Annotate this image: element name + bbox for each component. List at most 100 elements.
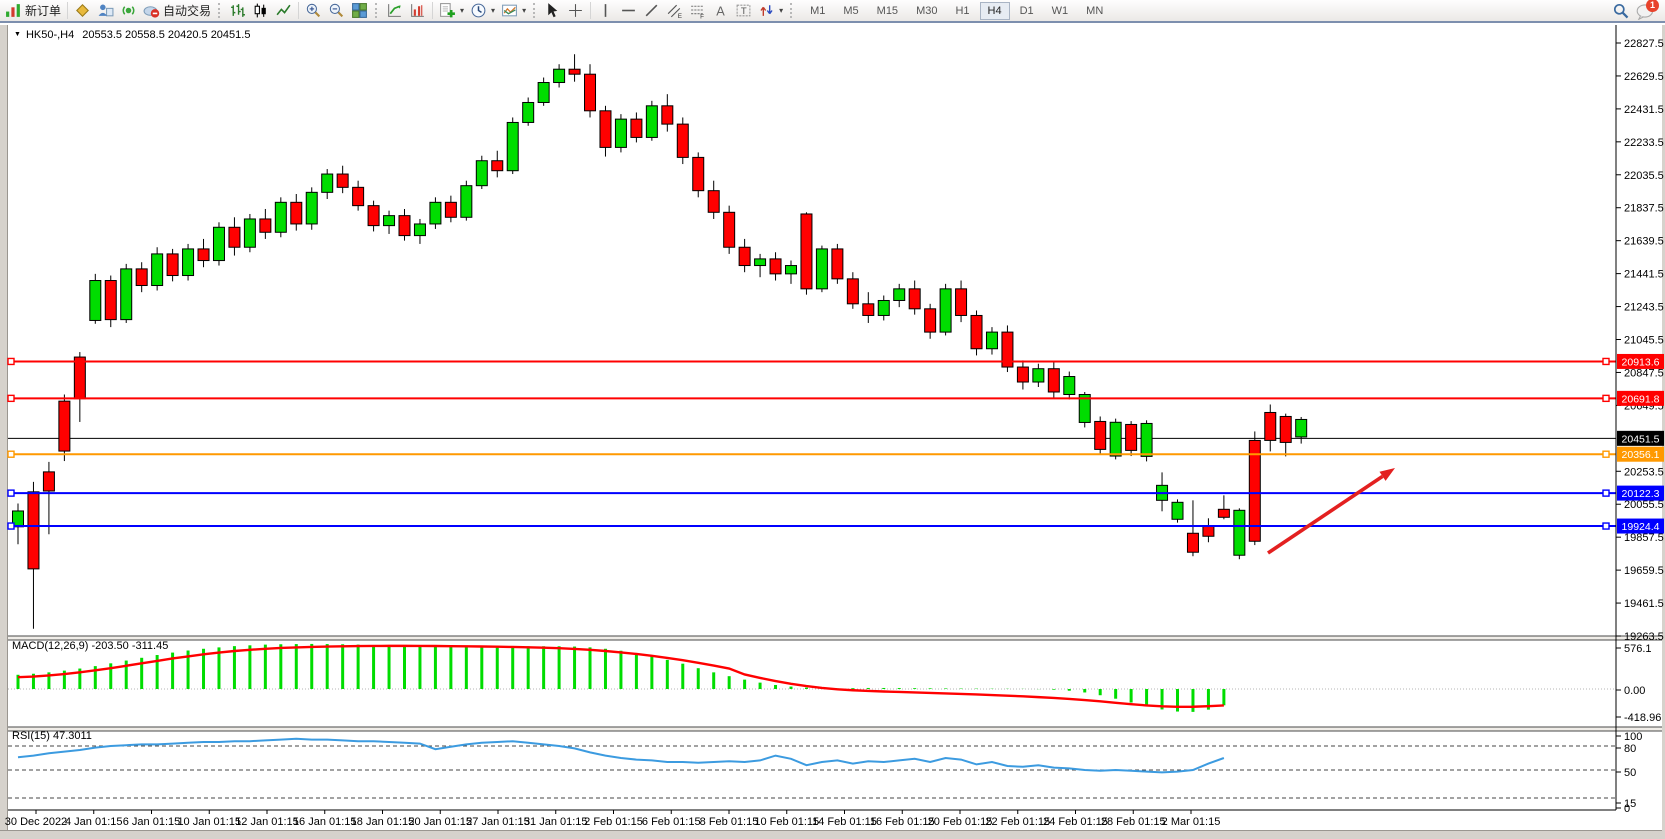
timeframe-mn[interactable]: MN xyxy=(1086,4,1104,17)
time-tick-label: 31 Jan 01:15 xyxy=(524,816,588,828)
line-chart-button[interactable] xyxy=(272,1,295,21)
time-tick-label: 10 Feb 01:15 xyxy=(754,816,819,828)
bull-candle xyxy=(274,201,287,233)
bull-candle xyxy=(985,331,998,350)
candlestick-icon xyxy=(252,2,269,19)
line-anchor[interactable] xyxy=(1602,489,1610,497)
timeframe-h1[interactable]: H1 xyxy=(955,4,970,17)
bull-candle xyxy=(645,105,658,138)
template-button[interactable]: ▾ xyxy=(498,1,529,21)
text-button[interactable]: A xyxy=(709,1,732,21)
timeframe-m1[interactable]: M1 xyxy=(810,4,826,17)
rsi-pane-label: RSI(15) 47.3011 xyxy=(12,730,92,742)
chart-area[interactable]: 22827.5 22629.5 22431.5 22233.5 22035.5 21837… xyxy=(0,25,1665,839)
bear-candle xyxy=(336,173,349,188)
price-tick-label: 20847.5 xyxy=(1624,367,1664,379)
bear-candle xyxy=(831,248,844,280)
trend-arrow-head[interactable] xyxy=(1379,468,1395,481)
channel-icon: E xyxy=(666,2,683,20)
timeframe-d1[interactable]: D1 xyxy=(1019,4,1034,17)
bear-candle xyxy=(769,258,782,275)
signals-button[interactable] xyxy=(117,1,140,21)
time-tick-label: 16 Feb 01:15 xyxy=(870,816,935,828)
indicator-window-icon xyxy=(409,2,426,19)
bear-candle xyxy=(259,218,272,233)
navigator-icon xyxy=(97,2,114,19)
bull-candle xyxy=(893,288,906,301)
bull-candle xyxy=(475,160,488,187)
candlestick-chart-button[interactable] xyxy=(249,1,272,21)
line-anchor[interactable] xyxy=(1602,522,1610,530)
line-anchor[interactable] xyxy=(7,357,15,366)
svg-text:E: E xyxy=(678,13,682,19)
timeframe-m30[interactable]: M30 xyxy=(916,4,938,17)
svg-text:A: A xyxy=(716,3,725,18)
svg-text:F: F xyxy=(700,13,704,19)
timeframe-m5[interactable]: M5 xyxy=(843,4,859,17)
zoom-out-button[interactable] xyxy=(325,1,348,21)
crosshair-button[interactable] xyxy=(564,1,587,21)
trendline-button[interactable] xyxy=(640,1,663,21)
bear-candle xyxy=(1016,366,1029,383)
bear-candle xyxy=(661,105,674,125)
indicators-button[interactable] xyxy=(383,1,406,21)
timeframe-h4[interactable]: H4 xyxy=(979,1,1010,20)
line-anchor[interactable] xyxy=(7,522,15,530)
bear-candle xyxy=(73,356,86,400)
line-anchor[interactable] xyxy=(7,450,15,458)
trendline-icon xyxy=(643,2,660,19)
divider xyxy=(590,2,592,19)
autotrading-icon xyxy=(143,2,160,19)
bear-candle xyxy=(630,118,643,138)
vertical-line-button[interactable] xyxy=(594,1,617,21)
tile-windows-icon xyxy=(351,2,368,19)
time-tick-label: 8 Feb 01:15 xyxy=(700,816,759,828)
toolbar-grip xyxy=(375,3,379,18)
line-anchor[interactable] xyxy=(7,394,15,403)
bear-candle xyxy=(862,303,875,316)
zoom-in-button[interactable] xyxy=(302,1,325,21)
bar-chart-button[interactable] xyxy=(226,1,249,21)
text-label-button[interactable]: T xyxy=(732,1,755,21)
timeframe-m15[interactable]: M15 xyxy=(876,4,899,17)
pane-splitter[interactable] xyxy=(8,727,1662,731)
channel-button[interactable]: E xyxy=(663,1,686,21)
tile-windows-button[interactable] xyxy=(348,1,371,21)
add-indicator-button[interactable]: ▾ xyxy=(436,1,467,21)
svg-text:T: T xyxy=(741,6,747,17)
bear-candle xyxy=(290,201,303,225)
indicator-window-button[interactable] xyxy=(406,1,429,21)
timeframe-w1[interactable]: W1 xyxy=(1051,4,1069,17)
pane-splitter[interactable] xyxy=(8,636,1662,640)
bear-candle xyxy=(1125,423,1138,451)
search-icon[interactable] xyxy=(1612,2,1629,19)
bull-candle xyxy=(553,68,566,84)
cursor-button[interactable] xyxy=(541,1,564,21)
price-tick-label: 21639.5 xyxy=(1624,236,1664,248)
bear-candle xyxy=(42,471,55,492)
line-anchor[interactable] xyxy=(1602,357,1610,366)
bull-candle xyxy=(785,265,797,275)
bull-candle xyxy=(1109,421,1122,457)
bear-candle xyxy=(970,314,983,350)
trend-arrow[interactable] xyxy=(1266,474,1384,555)
chat-button[interactable]: 1 xyxy=(1635,0,1659,20)
quotes-button[interactable] xyxy=(71,1,94,21)
bear-candle xyxy=(738,246,751,267)
bull-candle xyxy=(614,118,627,148)
bull-candle xyxy=(243,218,256,248)
bear-candle xyxy=(707,190,720,213)
line-anchor[interactable] xyxy=(1602,450,1610,458)
arrows-button[interactable]: ▾ xyxy=(755,1,786,21)
collapse-icon[interactable]: ▼ xyxy=(14,31,21,38)
periods-button[interactable]: ▾ xyxy=(467,1,498,21)
auto-trading-button[interactable]: 自动交易 xyxy=(140,1,214,21)
horizontal-line-button[interactable] xyxy=(617,1,640,21)
periods-clock-icon xyxy=(470,2,487,19)
navigator-button[interactable] xyxy=(94,1,117,21)
line-anchor[interactable] xyxy=(7,489,15,497)
new-order-button[interactable]: 新订单 xyxy=(2,1,64,21)
line-anchor[interactable] xyxy=(1602,394,1610,403)
fibonacci-button[interactable]: F xyxy=(686,1,709,21)
window-frame-bottom xyxy=(0,830,1665,839)
